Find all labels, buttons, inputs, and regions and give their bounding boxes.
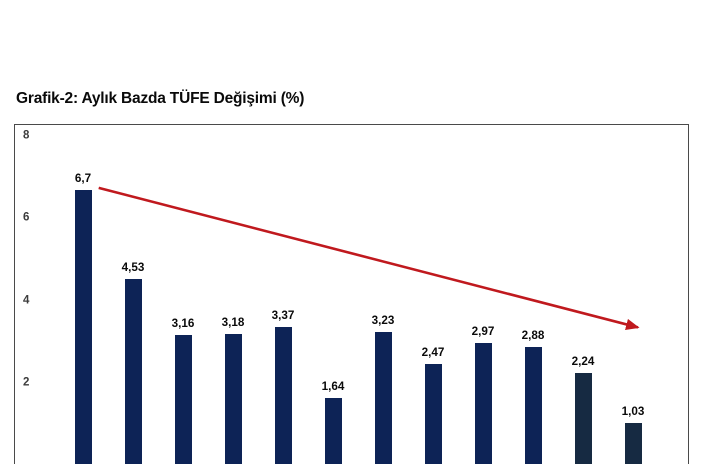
chart-figure: Grafik-2: Aylık Bazda TÜFE Değişimi (%) … — [14, 90, 689, 464]
downward-trend-arrow-icon — [98, 186, 640, 330]
bar — [274, 326, 292, 464]
bar — [424, 363, 442, 464]
bar — [374, 332, 392, 464]
bar-value-label: 3,23 — [371, 314, 395, 328]
bar-value-label: 6,7 — [74, 171, 92, 185]
bar — [524, 346, 542, 464]
bar — [74, 189, 92, 464]
bar-value-label: 2,24 — [571, 355, 595, 369]
bar — [574, 373, 592, 464]
bar — [174, 335, 192, 464]
y-axis-tick-label: 4 — [23, 293, 30, 306]
y-axis-tick-label: 6 — [23, 211, 30, 224]
bar — [124, 278, 142, 464]
y-axis-tick-label: 8 — [23, 129, 30, 142]
bar-value-label: 2,47 — [421, 345, 445, 359]
bar — [474, 343, 492, 464]
bar-value-label: 1,03 — [621, 404, 645, 418]
chart-title: Grafik-2: Aylık Bazda TÜFE Değişimi (%) — [16, 90, 305, 107]
plot-area: 8 6 4 2 6,7 4,53 3,16 3,18 3,37 1,64 3,23 2,47 2,97… — [14, 124, 689, 464]
bar — [624, 422, 642, 464]
bar-value-label: 3,37 — [271, 308, 295, 322]
bar-value-label: 3,18 — [221, 316, 245, 330]
bar — [224, 334, 242, 464]
bar-value-label: 3,16 — [171, 317, 195, 331]
bar-value-label: 1,64 — [321, 379, 345, 393]
bar-value-label: 2,97 — [471, 325, 495, 339]
bar-value-label: 2,88 — [521, 328, 545, 342]
plot-inner: 8 6 4 2 6,7 4,53 3,16 3,18 3,37 1,64 3,23 2,47 2,97… — [15, 125, 688, 464]
bar-value-label: 4,53 — [121, 260, 145, 274]
y-axis-tick-label: 2 — [23, 376, 30, 389]
